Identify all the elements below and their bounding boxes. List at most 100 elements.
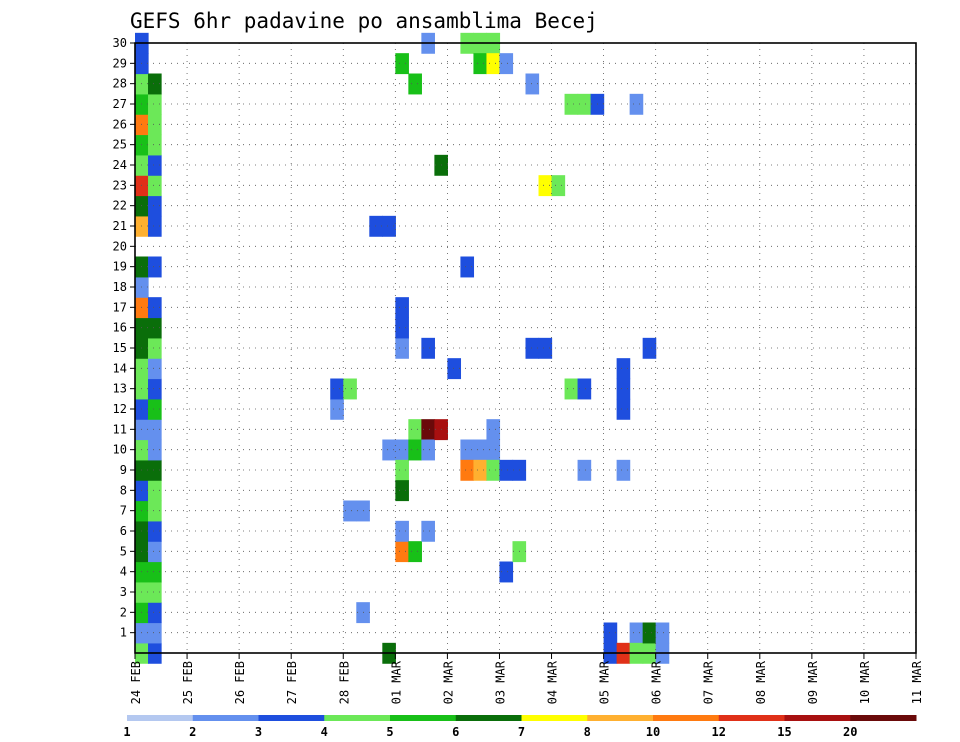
x-tick-label: 01 MAR <box>389 660 403 704</box>
precip-cell <box>343 500 357 522</box>
y-tick-label: 6 <box>120 524 127 538</box>
colorbar-label: 1 <box>123 725 130 739</box>
precip-cell <box>460 256 475 278</box>
y-tick-label: 11 <box>113 422 127 436</box>
y-tick-label: 23 <box>113 178 127 192</box>
precip-cell <box>577 378 592 400</box>
precip-cell <box>408 541 422 563</box>
colorbar-label: 20 <box>843 725 857 739</box>
colorbar-label: 12 <box>712 725 726 739</box>
y-tick-label: 17 <box>113 300 127 314</box>
y-tick-label: 22 <box>113 199 127 213</box>
y-tick-label: 24 <box>113 158 127 172</box>
colorbar-label: 5 <box>386 725 393 739</box>
precip-cell <box>148 256 162 278</box>
precip-cell <box>395 317 409 339</box>
precip-cell <box>330 378 344 400</box>
colorbar-label: 8 <box>584 725 591 739</box>
y-tick-label: 20 <box>113 239 127 253</box>
x-tick-label: 03 MAR <box>493 660 507 704</box>
colorbar-swatch <box>718 715 785 721</box>
precip-cell <box>486 459 501 481</box>
y-tick-label: 28 <box>113 77 127 91</box>
precip-cell <box>395 459 409 481</box>
precip-cell <box>486 439 501 461</box>
y-tick-label: 27 <box>113 97 127 111</box>
precip-cell <box>395 297 409 319</box>
precip-cell <box>148 398 162 420</box>
precip-cell <box>538 175 553 197</box>
precip-cell <box>148 297 162 319</box>
precip-cell <box>395 541 409 563</box>
colorbar-label: 7 <box>518 725 525 739</box>
colorbar-swatch <box>390 715 457 721</box>
cells-layer <box>135 32 670 664</box>
precip-cell <box>629 622 644 644</box>
colorbar-label: 15 <box>777 725 791 739</box>
colorbar-label: 6 <box>452 725 459 739</box>
precip-cell <box>148 114 162 136</box>
x-tick-label: 05 MAR <box>598 660 612 704</box>
colorbar-label: 2 <box>189 725 196 739</box>
precip-cell <box>148 541 162 563</box>
x-tick-label: 08 MAR <box>754 660 768 704</box>
precip-cell <box>538 337 553 359</box>
precip-cell <box>148 459 162 481</box>
colorbar-swatch <box>784 715 851 721</box>
precip-cell <box>421 419 435 441</box>
y-tick-label: 7 <box>120 504 127 518</box>
precip-cell <box>473 53 488 75</box>
precip-cell <box>473 439 488 461</box>
precip-cell <box>655 622 670 644</box>
colorbar-label: 3 <box>255 725 262 739</box>
precip-cell <box>564 378 579 400</box>
precip-cell <box>395 520 409 542</box>
precip-cell <box>499 459 514 481</box>
precip-cell <box>148 561 162 583</box>
precip-cell <box>642 622 657 644</box>
precip-cell <box>148 439 162 461</box>
precip-cell <box>616 358 631 380</box>
precip-cell <box>148 480 162 502</box>
precip-cell <box>577 93 592 115</box>
precip-cell <box>564 93 579 115</box>
precip-cell <box>486 53 501 75</box>
y-tick-label: 1 <box>120 626 127 640</box>
colorbar-swatch <box>521 715 588 721</box>
precip-cell <box>421 439 435 461</box>
precip-cell <box>148 419 162 441</box>
precip-cell <box>148 215 162 237</box>
precip-cell <box>148 175 162 197</box>
precip-cell <box>499 53 514 75</box>
precip-cell <box>395 53 409 75</box>
x-tick-label: 10 MAR <box>858 660 872 704</box>
x-tick-label: 11 MAR <box>910 660 924 704</box>
precip-cell <box>408 419 422 441</box>
precip-cell <box>473 459 488 481</box>
colorbar-label: 4 <box>321 725 328 739</box>
y-tick-label: 29 <box>113 56 127 70</box>
precip-cell <box>148 337 162 359</box>
y-tick-label: 26 <box>113 117 127 131</box>
precip-cell <box>382 215 396 237</box>
y-tick-label: 8 <box>120 483 127 497</box>
y-tick-label: 19 <box>113 260 127 274</box>
y-tick-label: 4 <box>120 565 127 579</box>
y-tick-label: 25 <box>113 138 127 152</box>
x-tick-label: 07 MAR <box>702 660 716 704</box>
chart-title: GEFS 6hr padavine po ansamblima Becej <box>130 9 598 33</box>
precip-cell <box>148 378 162 400</box>
colorbar-swatch <box>192 715 259 721</box>
x-tick-label: 26 FEB <box>233 661 247 704</box>
colorbar-swatch <box>258 715 325 721</box>
precip-cell <box>408 439 422 461</box>
x-tick-label: 04 MAR <box>546 660 560 704</box>
y-tick-label: 15 <box>113 341 127 355</box>
precip-cell <box>148 154 162 176</box>
y-tick-label: 2 <box>120 605 127 619</box>
x-tick-label: 28 FEB <box>337 661 351 704</box>
precip-cell <box>148 134 162 156</box>
y-tick-label: 16 <box>113 321 127 335</box>
precip-cell <box>525 337 540 359</box>
